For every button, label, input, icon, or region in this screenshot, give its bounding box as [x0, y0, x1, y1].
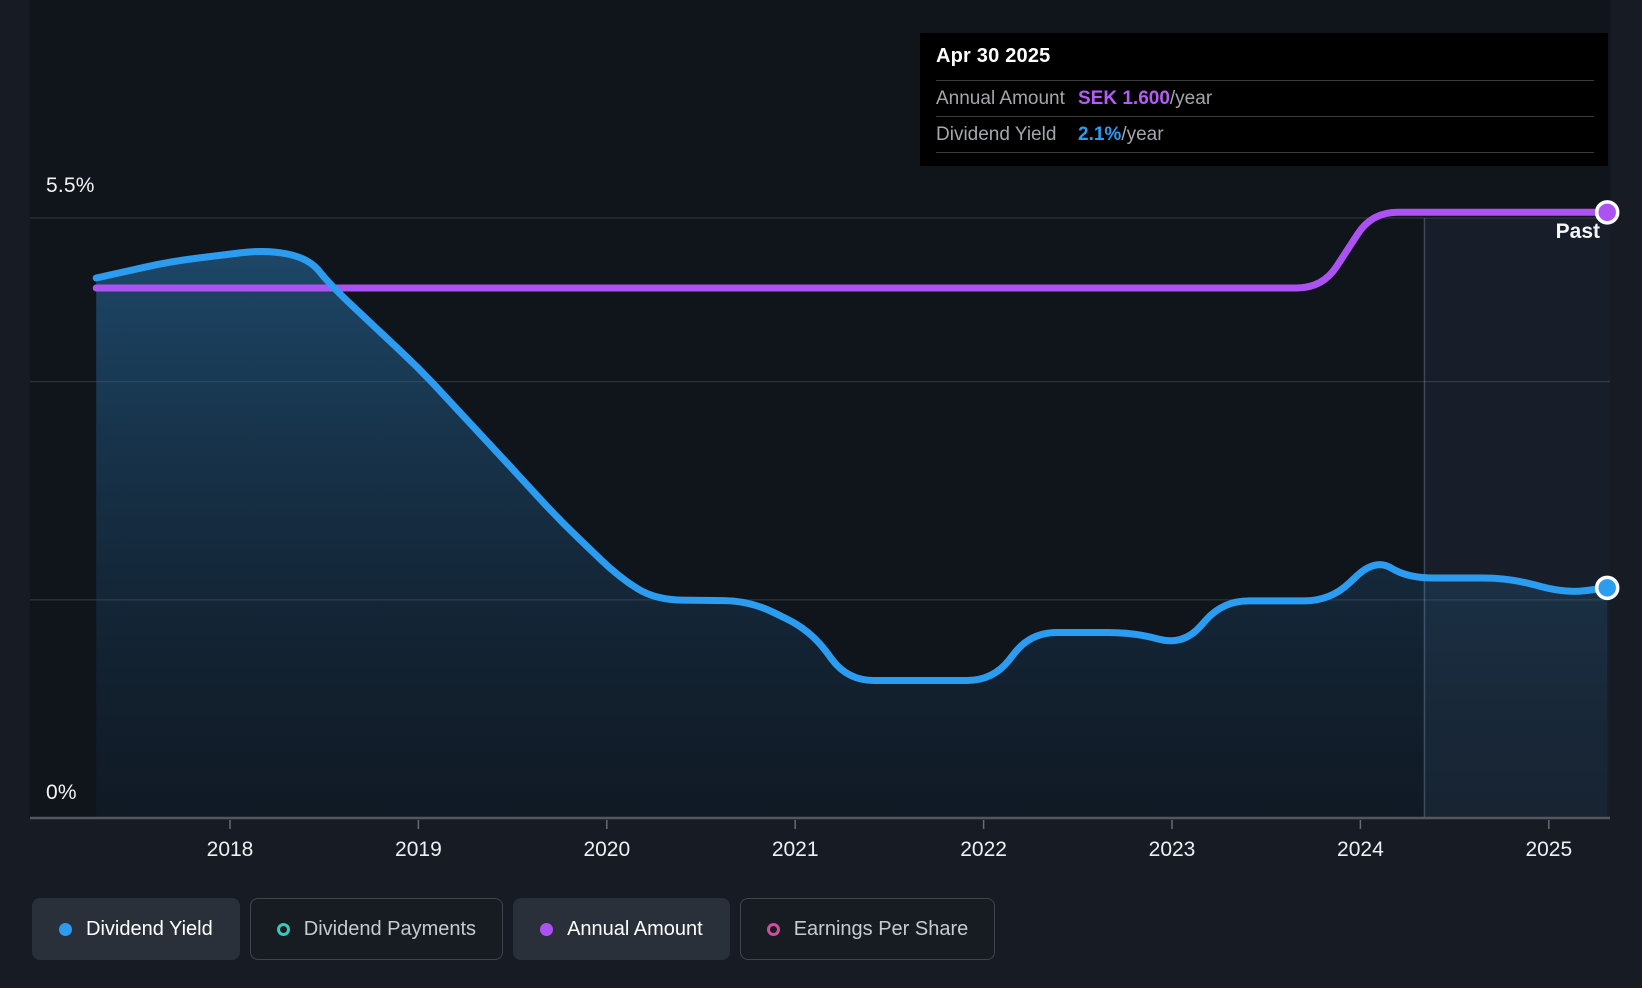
tooltip-suffix: /year — [1121, 123, 1164, 145]
tooltip-suffix: /year — [1169, 87, 1213, 109]
x-axis-label-2024: 2024 — [1337, 838, 1384, 861]
past-region-label: Past — [1555, 220, 1600, 243]
y-axis-label-max: 5.5% — [46, 174, 95, 197]
legend-button-dividend-payments[interactable]: Dividend Payments — [249, 898, 504, 960]
legend-button-dividend-yield[interactable]: Dividend Yield — [32, 898, 240, 960]
tooltip-label: Annual Amount — [936, 87, 1065, 109]
tooltip-label: Dividend Yield — [936, 123, 1057, 145]
legend-button-earnings-per-share[interactable]: Earnings Per Share — [739, 898, 996, 960]
tooltip-row-dividend-yield: Dividend Yield 2.1%/year — [936, 116, 1594, 153]
x-axis-label-2025: 2025 — [1525, 838, 1573, 861]
dividend-payments-marker-icon — [276, 922, 290, 936]
legend-label: Dividend Yield — [86, 917, 213, 940]
earnings-per-share-marker-icon — [766, 922, 780, 936]
x-axis-label-2023: 2023 — [1148, 838, 1196, 861]
tooltip-value-dividend-yield: 2.1% — [1078, 123, 1122, 145]
legend-label: Annual Amount — [567, 917, 703, 940]
dividend-yield-end-marker — [1594, 575, 1620, 601]
y-axis-label-zero: 0% — [46, 781, 77, 804]
tooltip-date: Apr 30 2025 — [936, 45, 1051, 67]
legend-button-annual-amount[interactable]: Annual Amount — [513, 898, 730, 960]
dividend-yield-marker-icon — [59, 922, 72, 936]
chart-legend: Dividend Yield Dividend Payments Annual Am… — [32, 898, 996, 960]
x-axis-label-2022: 2022 — [960, 838, 1007, 861]
dividend-yield-area-fill — [96, 251, 1608, 818]
legend-label: Dividend Payments — [303, 917, 477, 940]
annual-amount-marker-icon — [540, 922, 554, 936]
chart-tooltip: Apr 30 2025 Annual Amount SEK 1.600/year… — [920, 33, 1608, 166]
x-axis-label-2021: 2021 — [771, 838, 819, 861]
past-region-overlay — [1424, 218, 1610, 818]
x-axis-label-2019: 2019 — [395, 838, 442, 861]
annual-amount-end-marker — [1594, 200, 1620, 225]
tooltip-row-annual-amount: Annual Amount SEK 1.600/year — [936, 80, 1594, 116]
x-axis-label-2018: 2018 — [206, 838, 254, 861]
annual-amount-line — [92, 208, 1611, 292]
legend-label: Earnings Per Share — [793, 917, 969, 940]
tooltip-value-annual-amount: SEK 1.600 — [1078, 87, 1170, 109]
x-axis-label-2020: 2020 — [583, 838, 631, 861]
dividend-yield-line — [92, 248, 1611, 684]
